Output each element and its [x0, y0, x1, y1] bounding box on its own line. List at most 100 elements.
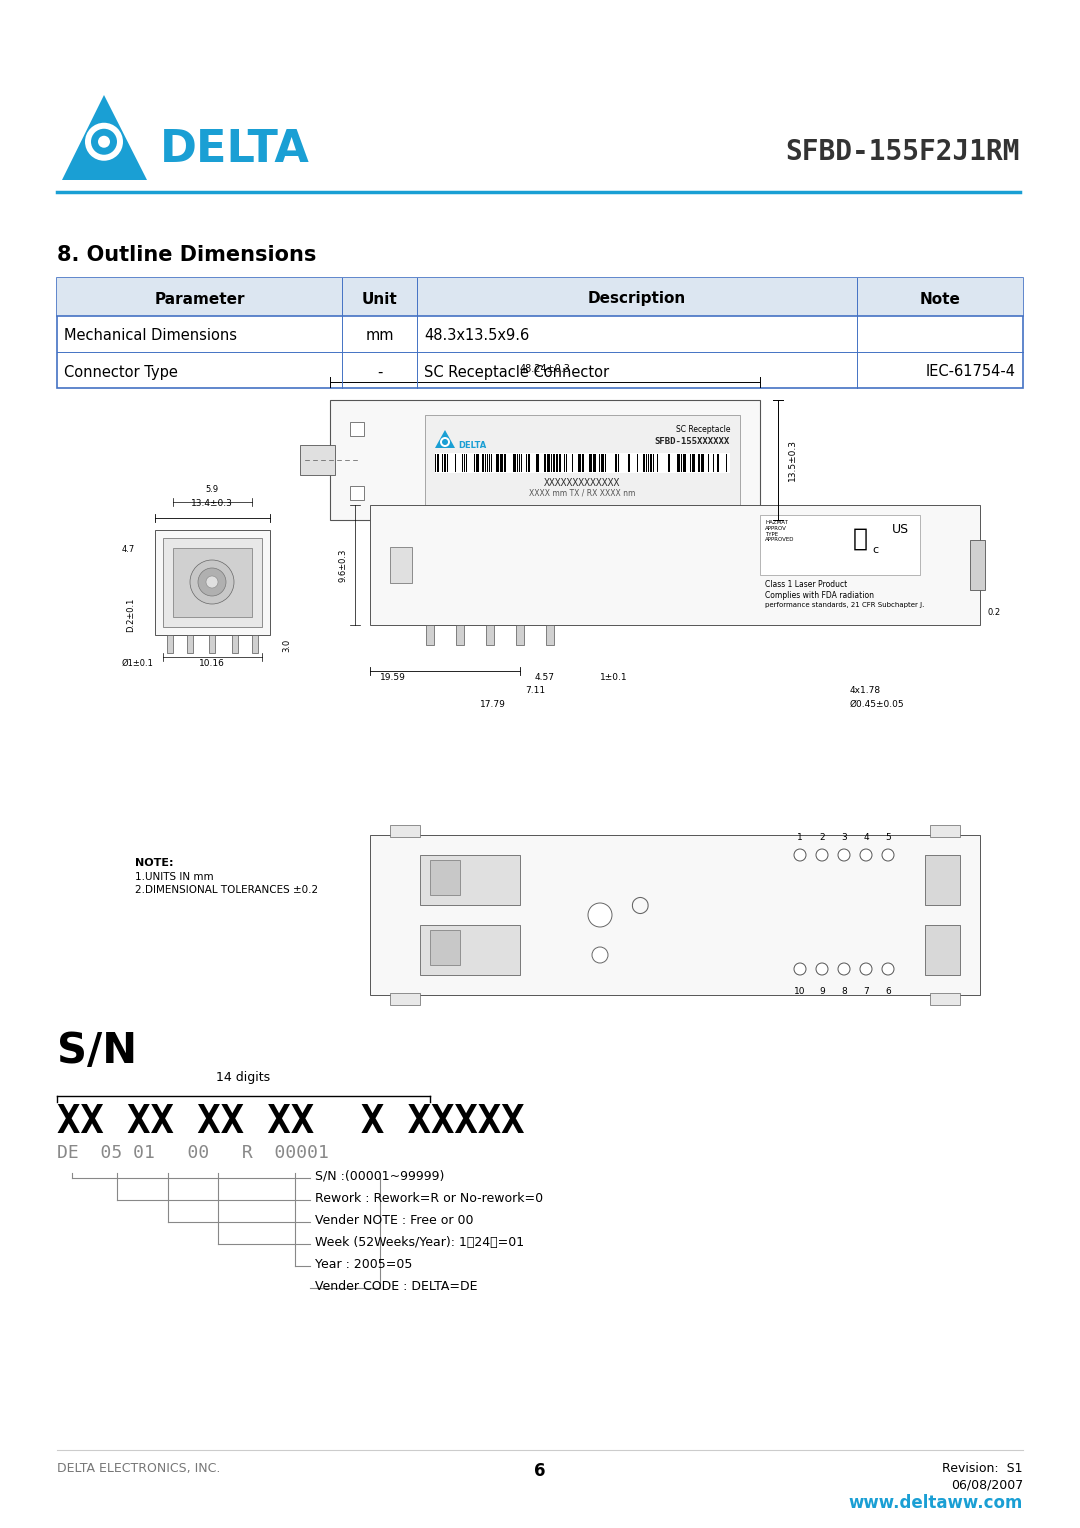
- Bar: [173, 549, 252, 617]
- Text: 1.UNITS IN mm: 1.UNITS IN mm: [135, 872, 214, 882]
- Bar: [600, 454, 604, 472]
- Text: 7.11: 7.11: [525, 686, 545, 695]
- Bar: [578, 454, 581, 472]
- Bar: [924, 924, 960, 975]
- Bar: [559, 454, 561, 472]
- Text: Complies with FDA radiation: Complies with FDA radiation: [765, 591, 874, 601]
- Text: 2.DIMENSIONAL TOLERANCES ±0.2: 2.DIMENSIONAL TOLERANCES ±0.2: [135, 885, 319, 895]
- Text: 06/08/2007: 06/08/2007: [950, 1478, 1023, 1491]
- Text: 10.16: 10.16: [199, 659, 225, 668]
- Bar: [426, 625, 434, 645]
- Bar: [476, 454, 480, 472]
- Text: IEC-61754-4: IEC-61754-4: [926, 365, 1016, 379]
- Bar: [500, 454, 503, 472]
- Text: 6: 6: [886, 987, 891, 996]
- Bar: [536, 454, 539, 472]
- Circle shape: [85, 122, 123, 160]
- Circle shape: [838, 963, 850, 975]
- Text: Year : 2005=05: Year : 2005=05: [315, 1258, 413, 1270]
- Circle shape: [794, 850, 806, 860]
- Circle shape: [816, 963, 828, 975]
- Text: 48.24±0.3: 48.24±0.3: [519, 364, 570, 374]
- Circle shape: [816, 850, 828, 860]
- Bar: [437, 454, 438, 472]
- Text: performance standards, 21 CFR Subchapter J.: performance standards, 21 CFR Subchapter…: [765, 602, 924, 608]
- Text: XXXXXXXXXXXXX: XXXXXXXXXXXXX: [544, 478, 620, 487]
- Bar: [390, 547, 411, 584]
- Bar: [210, 636, 215, 652]
- Text: 13.4±0.3: 13.4±0.3: [191, 500, 233, 507]
- Text: mm: mm: [365, 329, 394, 344]
- Bar: [698, 454, 700, 472]
- Text: Ø0.45±0.05: Ø0.45±0.05: [850, 700, 905, 709]
- Text: Rework : Rework=R or No-rework=0: Rework : Rework=R or No-rework=0: [315, 1192, 543, 1204]
- Text: 19.59: 19.59: [380, 672, 406, 681]
- Text: 8: 8: [841, 987, 847, 996]
- Circle shape: [190, 559, 234, 604]
- Text: DELTA: DELTA: [458, 442, 486, 451]
- Bar: [482, 454, 484, 472]
- Text: Class 1 Laser Product: Class 1 Laser Product: [765, 581, 847, 588]
- Text: 13.5±0.3: 13.5±0.3: [788, 439, 797, 481]
- Text: D.2±0.1: D.2±0.1: [126, 597, 135, 633]
- Text: 3: 3: [841, 833, 847, 842]
- Bar: [683, 454, 686, 472]
- Text: 4.7: 4.7: [122, 545, 135, 555]
- Text: S/N: S/N: [57, 1030, 137, 1073]
- Bar: [420, 856, 519, 905]
- Bar: [350, 422, 364, 435]
- Bar: [593, 454, 596, 472]
- Bar: [390, 993, 420, 1005]
- Bar: [546, 625, 554, 645]
- Bar: [669, 454, 670, 472]
- Text: DE  05 01   00   R  00001: DE 05 01 00 R 00001: [57, 1144, 329, 1161]
- Bar: [582, 454, 584, 472]
- Text: DELTA: DELTA: [160, 128, 310, 171]
- Text: 10: 10: [794, 987, 806, 996]
- Circle shape: [592, 947, 608, 963]
- Bar: [350, 486, 364, 500]
- Bar: [496, 454, 499, 472]
- Text: Ø1±0.1: Ø1±0.1: [121, 659, 153, 668]
- Text: 9.6±0.3: 9.6±0.3: [339, 549, 348, 582]
- Text: XXXX mm TX / RX XXXX nm: XXXX mm TX / RX XXXX nm: [529, 489, 635, 498]
- Text: 17.79: 17.79: [480, 700, 505, 709]
- Bar: [615, 454, 617, 472]
- Text: NOTE:: NOTE:: [135, 859, 174, 868]
- Bar: [589, 454, 592, 472]
- Circle shape: [794, 963, 806, 975]
- Circle shape: [860, 850, 872, 860]
- Bar: [553, 454, 555, 472]
- Text: 5: 5: [886, 833, 891, 842]
- Bar: [57, 278, 1023, 388]
- Text: 7: 7: [863, 987, 869, 996]
- Text: 4: 4: [863, 833, 868, 842]
- Text: 1: 1: [797, 833, 802, 842]
- Text: 1±0.1: 1±0.1: [600, 672, 627, 681]
- Circle shape: [98, 136, 110, 148]
- Text: c: c: [872, 545, 878, 555]
- Text: 5.9: 5.9: [205, 484, 218, 494]
- Bar: [692, 454, 696, 472]
- Bar: [528, 454, 530, 472]
- Bar: [430, 860, 460, 895]
- Text: Unit: Unit: [362, 292, 397, 307]
- Text: Ⓛ: Ⓛ: [852, 527, 867, 552]
- Bar: [546, 454, 550, 472]
- Circle shape: [882, 963, 894, 975]
- Text: 3.0: 3.0: [282, 639, 291, 651]
- Text: HAZMAT
APPROV
TYPE
APPROVED: HAZMAT APPROV TYPE APPROVED: [765, 520, 795, 542]
- Bar: [504, 454, 507, 472]
- Bar: [556, 454, 558, 472]
- Text: -: -: [377, 365, 382, 379]
- Circle shape: [198, 568, 226, 596]
- Text: Mechanical Dimensions: Mechanical Dimensions: [64, 329, 237, 344]
- Polygon shape: [62, 95, 147, 180]
- Bar: [420, 924, 519, 975]
- Bar: [701, 454, 704, 472]
- Text: 14 digits: 14 digits: [216, 1071, 270, 1083]
- Bar: [643, 454, 645, 472]
- Text: XX XX XX XX  X XXXXX: XX XX XX XX X XXXXX: [57, 1103, 525, 1141]
- Circle shape: [440, 437, 450, 448]
- Circle shape: [860, 963, 872, 975]
